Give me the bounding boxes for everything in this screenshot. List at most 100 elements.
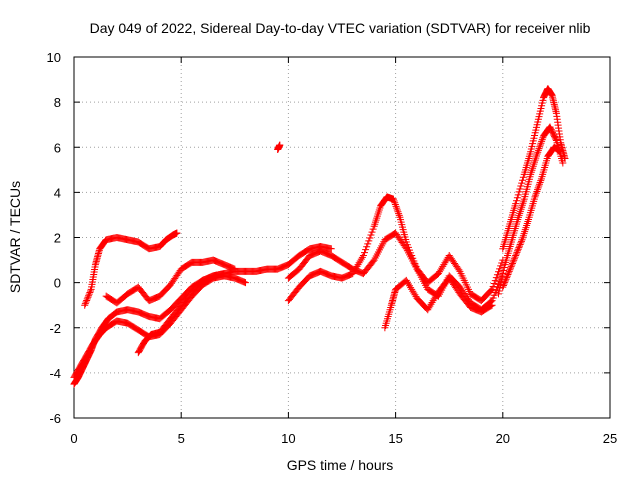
y-tick-label: 0 [54, 276, 61, 291]
data-point [406, 282, 414, 290]
data-point [86, 289, 94, 297]
data-point [434, 270, 442, 278]
data-point [437, 266, 445, 274]
data-point [402, 276, 410, 284]
data-point [512, 252, 520, 260]
data-point [85, 290, 93, 298]
data-point [407, 284, 415, 292]
data-point [491, 277, 499, 285]
series-track-l [499, 143, 565, 291]
data-point [403, 278, 411, 286]
data-point [510, 256, 518, 264]
data-point [552, 135, 560, 143]
data-point [441, 259, 449, 267]
data-point [430, 295, 438, 303]
data-point [533, 150, 541, 158]
data-point [395, 210, 403, 218]
data-point [496, 265, 504, 273]
data-point [559, 159, 567, 167]
data-point [535, 182, 543, 190]
data-point [538, 137, 546, 145]
data-point [369, 225, 377, 233]
data-point [510, 255, 518, 263]
data-point [276, 141, 284, 149]
data-point [395, 211, 403, 219]
data-point [365, 237, 373, 245]
data-point [426, 302, 434, 310]
data-point [534, 148, 542, 156]
series-track-j [499, 85, 569, 253]
data-point [438, 264, 446, 272]
data-point [81, 301, 89, 309]
series-track-e [134, 270, 228, 357]
data-point [538, 136, 546, 144]
y-tick-label: 4 [54, 185, 61, 200]
data-point [352, 264, 360, 272]
data-point [536, 141, 544, 149]
data-point [368, 228, 376, 236]
data-point [516, 240, 524, 248]
data-point [507, 263, 515, 271]
data-point [505, 269, 513, 277]
data-point [534, 184, 542, 192]
data-point [81, 300, 89, 308]
data-point [361, 249, 369, 257]
data-point [404, 280, 412, 288]
y-tick-label: 2 [54, 231, 61, 246]
data-point [493, 271, 501, 279]
data-point [512, 250, 520, 258]
data-point [515, 244, 523, 252]
data-point [394, 208, 402, 216]
data-point [411, 291, 419, 299]
data-point [350, 268, 358, 276]
series-track-h [284, 193, 507, 314]
data-point [391, 201, 399, 209]
y-tick-label: -6 [49, 411, 61, 426]
data-point [517, 239, 525, 247]
series-track-k [495, 123, 567, 298]
data-point [495, 290, 503, 298]
data-point [503, 274, 511, 282]
data-point [363, 243, 371, 251]
data-point [82, 298, 90, 306]
data-point [536, 178, 544, 186]
data-point [410, 289, 418, 297]
data-point [492, 274, 500, 282]
x-axis-label: GPS time / hours [287, 457, 394, 473]
data-point [536, 143, 544, 151]
data-point [503, 272, 511, 280]
data-point [514, 191, 522, 199]
data-point [436, 268, 444, 276]
data-point [349, 270, 357, 278]
data-point [487, 302, 495, 310]
data-point [408, 285, 416, 293]
data-point [535, 180, 543, 188]
data-point [364, 240, 372, 248]
y-tick-label: 10 [47, 50, 61, 65]
data-point [501, 278, 509, 286]
data-point [488, 301, 496, 309]
data-point [504, 271, 512, 279]
series-track-i [381, 274, 496, 332]
data-point [367, 231, 375, 239]
data-point [557, 148, 565, 156]
data-point [533, 187, 541, 195]
data-point [500, 280, 508, 288]
data-point [173, 229, 181, 237]
x-tick-label: 15 [388, 431, 402, 446]
data-point [490, 280, 498, 288]
data-point [537, 177, 545, 185]
data-point [507, 264, 515, 272]
data-point [513, 248, 521, 256]
data-point [355, 259, 363, 267]
y-tick-label: 6 [54, 140, 61, 155]
y-tick-label: 8 [54, 95, 61, 110]
data-point [499, 283, 507, 291]
data-point [505, 267, 513, 275]
data-point [531, 193, 539, 201]
data-point [83, 295, 91, 303]
series-track-b [70, 272, 250, 381]
data-point [429, 297, 437, 305]
data-point [489, 282, 497, 290]
